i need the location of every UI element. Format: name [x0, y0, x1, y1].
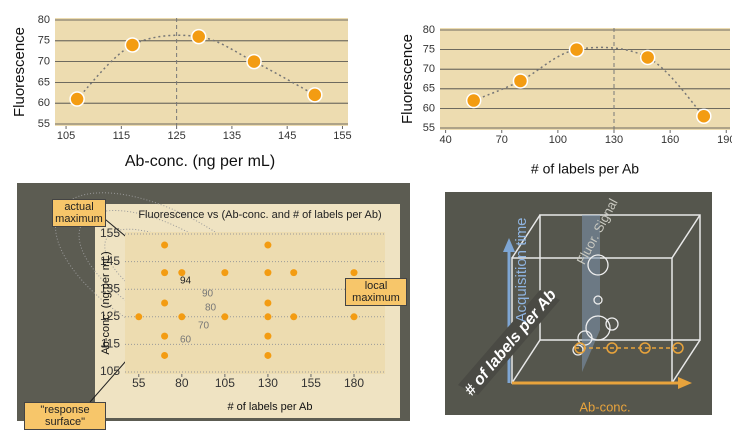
point	[247, 55, 261, 69]
point	[570, 43, 584, 57]
y-tick-label: 55	[38, 118, 50, 130]
x-axis-label: # of labels per Ab	[227, 401, 312, 413]
point	[641, 50, 655, 64]
point	[264, 333, 271, 340]
point	[351, 313, 358, 320]
x-tick-label: 40	[439, 134, 451, 146]
x-tick-label: 130	[605, 134, 623, 146]
point	[178, 313, 185, 320]
point	[264, 300, 271, 307]
x-tick-label: 135	[223, 130, 241, 142]
point	[192, 30, 206, 44]
point	[290, 313, 297, 320]
point	[70, 92, 84, 106]
contour-label: 90	[202, 289, 214, 300]
point	[308, 88, 322, 102]
point	[161, 242, 168, 249]
contour-label: 94	[180, 276, 192, 287]
y-tick-label: 65	[38, 76, 50, 88]
y-tick-label: 65	[423, 83, 435, 95]
y-tick-label: 70	[423, 63, 435, 75]
x-tick-label: 155	[333, 130, 351, 142]
y-tick-label: 60	[38, 97, 50, 109]
x-tick-label: 130	[258, 376, 278, 390]
y-tick-label: 75	[423, 44, 435, 56]
y-tick-label: 155	[100, 226, 120, 240]
contour-label: 60	[180, 335, 192, 346]
point	[221, 269, 228, 276]
y-axis-label: Fluorescence	[399, 34, 416, 124]
point	[513, 74, 527, 88]
x-tick-label: 80	[175, 376, 189, 390]
x-axis-label: # of labels per Ab	[531, 161, 639, 177]
point	[161, 352, 168, 359]
x-tick-label: 160	[661, 134, 679, 146]
point	[264, 352, 271, 359]
point	[161, 333, 168, 340]
x-tick-label: 125	[167, 130, 185, 142]
x-tick-label: 105	[57, 130, 75, 142]
point	[290, 269, 297, 276]
y-tick-label: 75	[38, 35, 50, 47]
slide: Acquisition time Fluor. Signal # of labe…	[0, 0, 732, 421]
x-tick-label: 115	[113, 130, 131, 142]
axis-label: Ab-conc.	[579, 399, 630, 414]
y-tick-label: 80	[38, 14, 50, 26]
annotation: "response surface"	[24, 402, 106, 430]
point	[264, 269, 271, 276]
x-tick-label: 100	[549, 134, 567, 146]
x-tick-label: 145	[278, 130, 296, 142]
x-tick-label: 180	[344, 376, 364, 390]
x-axis-label: Ab-conc. (ng per mL)	[125, 153, 275, 170]
contour-label: 80	[205, 303, 217, 314]
y-axis-label: Ab-conc. (ng per mL)	[100, 251, 112, 354]
y-axis-label: Fluorescence	[11, 27, 28, 117]
page: Acquisition time Fluor. Signal # of labe…	[0, 0, 732, 421]
y-tick-label: 60	[423, 102, 435, 114]
point	[161, 300, 168, 307]
point	[467, 94, 481, 108]
x-tick-label: 190	[717, 134, 732, 146]
point	[351, 269, 358, 276]
point	[161, 269, 168, 276]
y-tick-label: 70	[38, 56, 50, 68]
y-tick-label: 55	[423, 122, 435, 134]
y-tick-label: 80	[423, 24, 435, 36]
annotation: actual maximum	[52, 199, 106, 227]
point	[125, 38, 139, 52]
point	[264, 242, 271, 249]
point	[135, 313, 142, 320]
chart-title: Fluorescence vs (Ab-conc. and # of label…	[138, 209, 381, 221]
axis-label: Acquisition time	[513, 217, 530, 322]
point	[264, 313, 271, 320]
x-tick-label: 70	[496, 134, 508, 146]
point	[221, 313, 228, 320]
x-tick-label: 105	[215, 376, 235, 390]
x-tick-label: 55	[132, 376, 146, 390]
y-tick-label: 105	[100, 364, 120, 378]
plot-area	[440, 28, 730, 130]
point	[178, 269, 185, 276]
contour-label: 70	[198, 321, 210, 332]
x-tick-label: 155	[301, 376, 321, 390]
point	[697, 109, 711, 123]
annotation: local maximum	[345, 278, 407, 306]
